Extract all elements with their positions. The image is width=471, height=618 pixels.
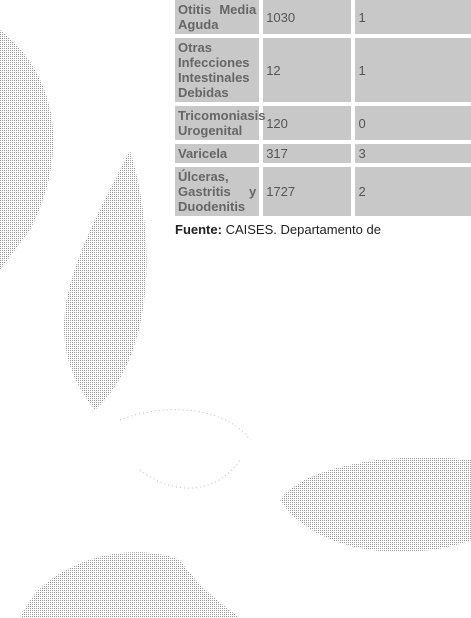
source-text: CAISES. Departamento de: [226, 222, 381, 237]
table-cell: 3: [355, 144, 471, 163]
table-cell: Tricomoniasis Urogenital: [175, 106, 259, 140]
table-cell: 0: [355, 106, 471, 140]
table-cell: Otras Infecciones Intestinales Debidas: [175, 38, 259, 102]
table-cell: 120: [263, 106, 351, 140]
table-cell: 317: [263, 144, 351, 163]
table-cell: 1: [355, 0, 471, 34]
table-cell: Varicela: [175, 144, 259, 163]
table-cell: 1030: [263, 0, 351, 34]
table-cell: 12: [263, 38, 351, 102]
table-cell: 1727: [263, 167, 351, 216]
table-cell: Otitis Media Aguda: [175, 0, 259, 34]
source: Fuente: CAISES. Departamento de: [175, 222, 471, 237]
table-cell: Úlceras, Gastritis y Duodenitis: [175, 167, 259, 216]
page: {"table": {"rows": [ ["Otitis Media Agud…: [0, 0, 471, 618]
leaf: [64, 150, 147, 410]
table-cell: 1: [355, 38, 471, 102]
table-cell: 2: [355, 167, 471, 216]
source-label: Fuente:: [175, 222, 222, 237]
leaf: [0, 30, 53, 270]
